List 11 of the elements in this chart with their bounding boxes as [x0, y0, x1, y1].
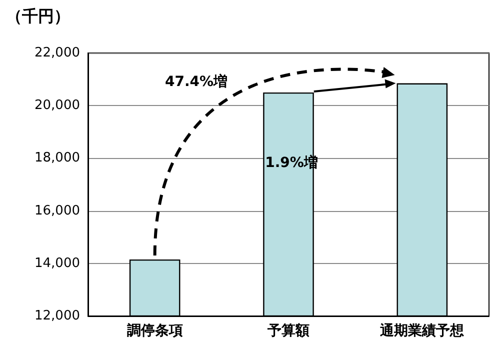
y-axis-title: （千円）: [6, 6, 70, 26]
y-tick-label: 20,000: [34, 98, 80, 114]
y-tick-label: 12,000: [34, 308, 80, 324]
y-tick-label: 16,000: [34, 203, 80, 218]
x-tick-label: 予算額: [266, 322, 310, 339]
annotation: 47.4%増: [164, 73, 228, 90]
y-tick-label: 22,000: [34, 46, 80, 60]
x-tick-label: 調停条項: [126, 322, 183, 339]
x-tick-label: 通期業績予想: [379, 322, 466, 339]
y-tick-label: 14,000: [34, 256, 80, 271]
y-tick-label: 18,000: [34, 150, 80, 166]
